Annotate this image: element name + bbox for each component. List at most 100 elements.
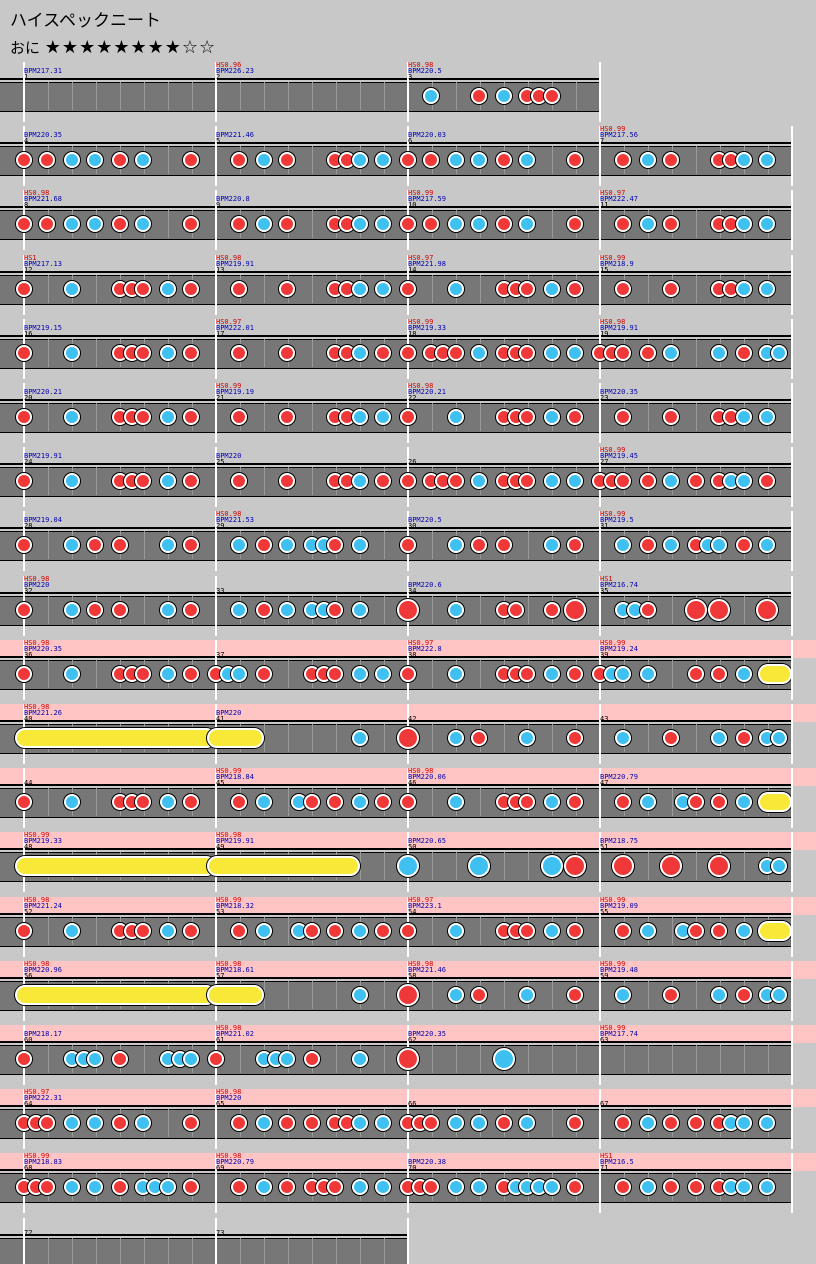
measure-barline <box>215 1153 217 1214</box>
beat-line <box>432 659 433 688</box>
don-note <box>231 473 248 490</box>
don-note <box>615 216 632 233</box>
don-note <box>87 537 104 554</box>
beat-line <box>48 338 49 367</box>
ka-note <box>615 730 632 746</box>
ka-note <box>759 280 776 297</box>
don-note <box>423 1179 440 1196</box>
ka-note <box>711 730 728 746</box>
beat-line <box>144 1045 145 1073</box>
ka-note <box>770 730 787 746</box>
don-note <box>519 794 536 811</box>
beat-line <box>696 146 697 175</box>
beat-line <box>336 1237 337 1264</box>
drumroll-bar <box>207 728 264 748</box>
ka-note <box>352 280 368 297</box>
ka-note <box>352 152 368 169</box>
don-note <box>688 665 704 682</box>
bpm-label: BPM220.8 <box>216 195 250 204</box>
measure-number: 44 <box>24 779 33 788</box>
ka-note <box>352 730 368 746</box>
don-note <box>400 665 416 682</box>
ka-note <box>519 152 536 169</box>
beat-line <box>432 403 433 431</box>
don-note <box>231 1179 248 1196</box>
beat-line <box>288 1237 289 1264</box>
drumroll-bar <box>758 920 792 941</box>
ka-note <box>471 152 488 169</box>
beat-line <box>48 659 49 688</box>
don-note <box>640 344 656 361</box>
ka-note <box>567 473 584 490</box>
bpm-label: BPM216.74 <box>600 580 638 589</box>
chart-row: BPM219.15 16 HS0.97 BPM222.01 17 HS0.99 BPM219… <box>0 318 816 379</box>
drumroll-bar <box>758 792 792 813</box>
measure-barline <box>791 960 793 1021</box>
ka-note <box>87 216 104 233</box>
don-note <box>87 601 104 618</box>
chart-row: 44 HS0.99 BPM218.84 45 HS0.98 BPM220.06 46 BPM2… <box>0 768 816 829</box>
hs-label: HS0.97 <box>408 253 434 262</box>
bpm-label: BPM219.91 <box>24 452 62 461</box>
ka-note <box>352 537 368 554</box>
hs-label: HS1 <box>600 1152 613 1161</box>
lane-top-line <box>0 1233 408 1236</box>
hs-label: HS0.99 <box>600 510 626 519</box>
ka-note <box>496 88 512 104</box>
don-note-big <box>397 598 419 621</box>
beat-line <box>336 724 337 752</box>
beat-line <box>648 1045 649 1073</box>
don-note <box>112 152 128 169</box>
measure-number: 18 <box>408 329 417 338</box>
beat-line <box>192 1237 193 1264</box>
beat-line <box>432 788 433 817</box>
don-note <box>183 922 200 939</box>
don-note <box>640 537 656 554</box>
ka-note <box>64 152 80 169</box>
lane-top-line <box>0 270 792 273</box>
beat-line <box>360 852 361 881</box>
don-note <box>112 1051 128 1067</box>
measure-number: 25 <box>216 458 225 467</box>
don-note <box>400 344 416 361</box>
bpm-label: BPM220 <box>216 452 242 461</box>
measure-barline <box>407 1217 409 1264</box>
don-note <box>615 473 632 490</box>
beat-line <box>504 980 505 1009</box>
beat-line <box>384 1237 385 1264</box>
measure-number: 36 <box>24 650 33 659</box>
ka-note <box>640 216 656 233</box>
measure-number: 21 <box>216 394 225 402</box>
hs-label: HS0.97 <box>408 895 434 904</box>
don-note <box>135 473 152 490</box>
don-note <box>448 344 464 361</box>
measure-barline <box>215 768 217 829</box>
lane-top-line <box>0 912 792 915</box>
beat-line <box>480 659 481 688</box>
measure-number: 49 <box>216 843 225 852</box>
ka-note <box>544 537 560 554</box>
don-note <box>208 1051 224 1067</box>
beat-line <box>48 1045 49 1073</box>
don-note <box>448 473 464 490</box>
beat-line <box>696 210 697 239</box>
measure-number: 62 <box>408 1036 417 1044</box>
ka-note <box>448 1115 464 1132</box>
don-note <box>183 537 200 554</box>
don-note <box>400 409 416 425</box>
beat-line <box>480 595 481 624</box>
beat-line <box>264 274 265 303</box>
ka-note <box>87 152 104 169</box>
measure-number: 67 <box>600 1100 609 1109</box>
beat-line <box>264 403 265 431</box>
don-note <box>279 409 296 425</box>
bpm-label: BPM217.59 <box>408 195 446 204</box>
ka-note <box>471 1115 488 1132</box>
ka-note <box>567 344 584 361</box>
don-note <box>567 1179 584 1196</box>
don-note <box>327 537 344 554</box>
don-note <box>688 1179 704 1196</box>
ka-note <box>519 216 536 233</box>
ka-note <box>615 665 632 682</box>
ka-note <box>160 344 176 361</box>
